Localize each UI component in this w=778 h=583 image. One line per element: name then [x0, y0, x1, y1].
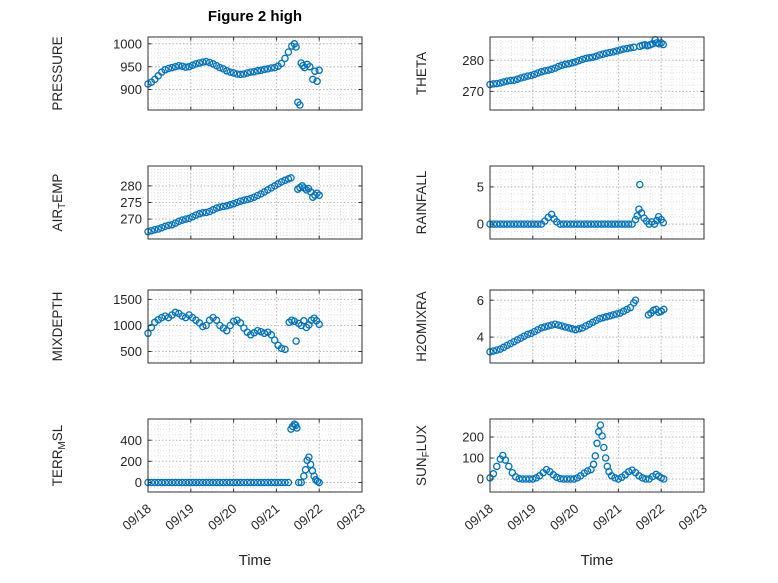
minor-grid [148, 37, 362, 110]
axes-box [489, 418, 705, 493]
y-tick-label: 100 [462, 451, 484, 466]
data-points [144, 308, 323, 354]
subplot-pressure: 900 950 1000 PRESSURE [50, 36, 363, 111]
y-tick-label: 0 [477, 217, 484, 232]
axes-box [489, 289, 705, 364]
y-tick-label: 500 [120, 344, 142, 359]
x-tick-label: 09/20 [547, 501, 582, 533]
axis-ticks [147, 290, 363, 363]
y-axis-label: SUNFLUX [414, 425, 432, 486]
y-axis-label: PRESSURE [50, 36, 65, 110]
y-tick-label: 270 [462, 84, 484, 99]
x-tick-label: 09/23 [333, 501, 368, 533]
y-axis-label: RAINFALL [414, 170, 429, 234]
axes-box [489, 165, 705, 240]
x-tick-label: 09/19 [162, 501, 197, 533]
axis-ticks [147, 37, 363, 110]
y-tick-label: 0 [135, 475, 142, 490]
figure-title: Figure 2 high [207, 8, 303, 25]
subplot-sun_flux: 0 100 200 SUNFLUX 09/18 09/19 09/20 09/21 09/22 0… [414, 418, 710, 533]
x-tick-label: 09/18 [119, 501, 154, 533]
x-axis-label-left: Time [238, 552, 272, 569]
minor-grid [490, 290, 704, 363]
x-tick-label: 09/23 [675, 501, 710, 533]
axis-ticks [489, 37, 705, 110]
major-grid [148, 290, 362, 363]
minor-grid [148, 290, 362, 363]
y-axis-label: MIXDEPTH [50, 292, 65, 362]
subplot-h2omixra: 4 6 H2OMIXRA [414, 289, 705, 364]
x-tick-label: 09/19 [504, 501, 539, 533]
data-points [144, 174, 323, 236]
x-tick-label: 09/21 [248, 501, 283, 533]
axis-ticks [489, 419, 705, 492]
x-tick-label: 09/21 [590, 501, 625, 533]
minor-grid [490, 166, 704, 239]
subplot-mixdepth: 500 1000 1500 MIXDEPTH [50, 289, 363, 364]
x-tick-label: 09/20 [205, 501, 240, 533]
y-tick-label: 1000 [113, 36, 142, 51]
axes-box [147, 418, 363, 493]
data-points [486, 36, 668, 89]
y-axis-label: AIRTEMP [50, 174, 68, 232]
x-tick-label: 09/22 [633, 501, 668, 533]
axes-box [147, 36, 363, 111]
data-points [144, 420, 323, 487]
y-tick-label: 280 [462, 53, 484, 68]
y-tick-label: 400 [120, 433, 142, 448]
y-tick-label: 4 [477, 330, 484, 345]
subplot-air_temp: 270 275 280 AIRTEMP [50, 165, 363, 240]
y-tick-label: 275 [120, 195, 142, 210]
subplot-theta: 270 280 THETA [414, 36, 705, 111]
y-tick-label: 900 [120, 82, 142, 97]
subplot-terr_msl: 0 200 400 TERRMSL 09/18 09/19 09/20 09/21 09/22 0… [50, 418, 368, 533]
data-points [144, 40, 323, 109]
y-tick-label: 0 [477, 472, 484, 487]
axis-ticks [489, 290, 705, 363]
y-tick-label: 5 [477, 179, 484, 194]
y-tick-label: 1500 [113, 292, 142, 307]
axis-ticks [147, 419, 363, 492]
axis-ticks [489, 166, 705, 239]
y-tick-label: 200 [462, 430, 484, 445]
axes-box [147, 289, 363, 364]
data-points [486, 180, 668, 228]
x-axis-label-right: Time [580, 552, 614, 569]
y-tick-label: 200 [120, 454, 142, 469]
y-tick-label: 950 [120, 59, 142, 74]
y-tick-label: 6 [477, 293, 484, 308]
data-points [486, 296, 668, 356]
y-axis-label: H2OMIXRA [414, 291, 429, 362]
x-tick-label: 09/22 [291, 501, 326, 533]
y-tick-label: 280 [120, 178, 142, 193]
y-tick-label: 270 [120, 212, 142, 227]
axes-box [489, 36, 705, 111]
y-axis-label: TERRMSL [50, 424, 68, 486]
axis-ticks [147, 166, 363, 239]
data-points [486, 421, 668, 483]
subplot-rainfall: 0 5 RAINFALL [414, 165, 705, 240]
y-axis-label: THETA [414, 52, 429, 95]
minor-grid [490, 37, 704, 110]
x-tick-label: 09/18 [461, 501, 496, 533]
y-tick-label: 1000 [113, 318, 142, 333]
